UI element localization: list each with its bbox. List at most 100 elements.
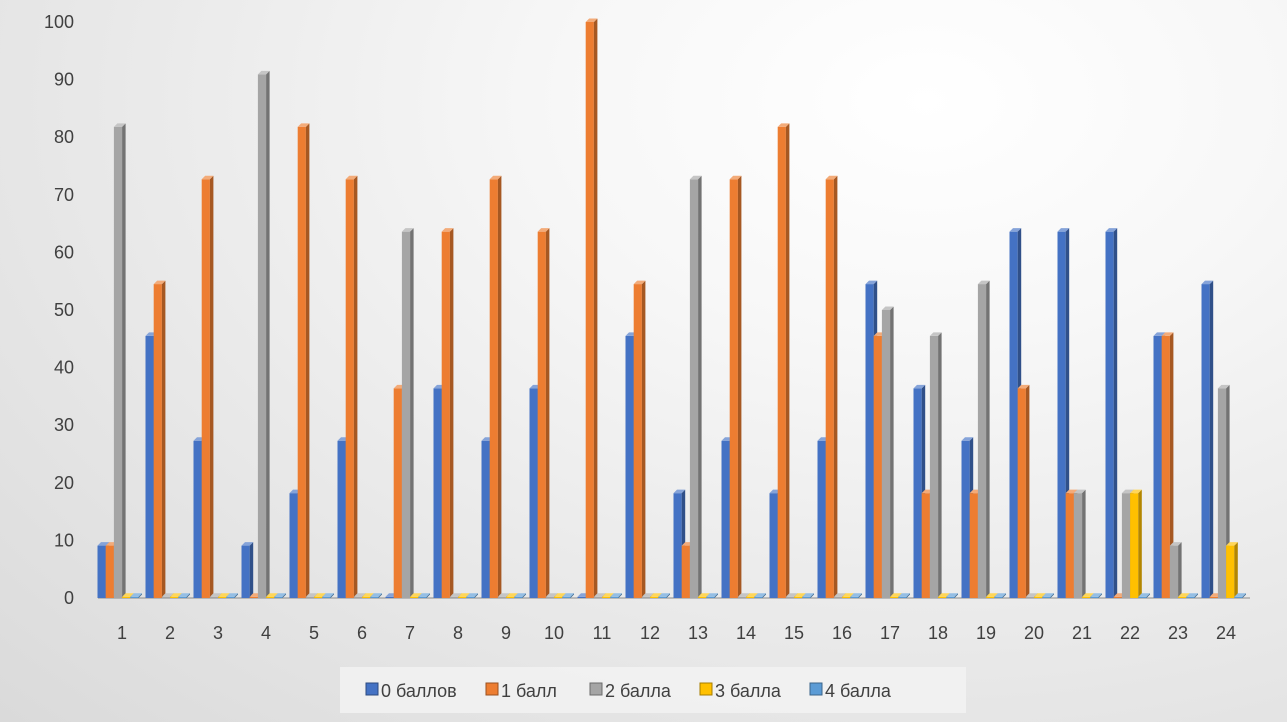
bar-front [1201, 284, 1210, 598]
bar [370, 593, 382, 598]
bar-front [658, 596, 667, 598]
bar-side [186, 593, 190, 598]
legend-item: 3 балла [699, 681, 782, 701]
bar-top [305, 593, 318, 597]
y-tick-label: 30 [54, 415, 74, 435]
bar [241, 542, 254, 598]
bar-top [1017, 384, 1030, 389]
bar-front [1138, 596, 1147, 598]
bar [706, 593, 718, 598]
bar-front [481, 440, 490, 598]
bar-front [625, 335, 634, 598]
bar-top [449, 593, 462, 597]
bar-top [890, 593, 902, 597]
bar [441, 228, 454, 598]
bar-front [833, 596, 843, 598]
legend-label: 3 балла [715, 681, 782, 701]
bar [345, 175, 358, 599]
bar-top [345, 175, 358, 180]
bar-front [266, 596, 275, 598]
bar-top [737, 593, 750, 597]
bar-front [577, 596, 586, 598]
bar-front [130, 596, 139, 598]
bar-front [1121, 493, 1131, 598]
bar [994, 593, 1006, 598]
bar-front [977, 284, 987, 598]
x-tick-label: 10 [544, 623, 564, 643]
bar-front [1009, 231, 1018, 598]
x-tick-label: 3 [213, 623, 223, 643]
x-tick-label: 13 [688, 623, 708, 643]
bar-front [1057, 231, 1066, 598]
bar-top [698, 593, 710, 597]
bar-side [378, 593, 382, 598]
bar [850, 593, 862, 598]
bar-front [249, 596, 258, 598]
bar-front [1217, 388, 1227, 598]
bar-top [754, 593, 766, 597]
legend: 0 баллов 1 балл 2 балла 3 балла 4 балла [340, 667, 966, 713]
bar-top [1042, 593, 1054, 597]
bar-side [938, 332, 942, 598]
x-tick-label: 14 [736, 623, 756, 643]
bar [633, 280, 646, 598]
legend-label: 0 баллов [381, 681, 457, 701]
bar-top [650, 593, 662, 597]
bar-top [554, 593, 566, 597]
bar-top [913, 384, 926, 389]
bar-front [913, 388, 922, 598]
bar-front [466, 596, 475, 598]
bar-side [1242, 593, 1246, 598]
bar-side [698, 175, 702, 599]
bar-front [1209, 596, 1218, 598]
x-tick-label: 16 [832, 623, 852, 643]
bar-front [681, 545, 690, 598]
bar-top [241, 542, 254, 546]
bar-front [458, 596, 467, 598]
bar-side [474, 593, 478, 598]
bar-front [785, 596, 795, 598]
bar-front [1034, 596, 1043, 598]
bar-top [418, 593, 430, 597]
bar-side [1209, 280, 1214, 598]
bar-front [650, 596, 659, 598]
bar-front [817, 440, 826, 598]
bar-top [610, 593, 622, 597]
bar-top [641, 593, 654, 597]
bar-top [825, 175, 838, 180]
bar-top [865, 280, 878, 285]
bar [1090, 593, 1102, 598]
bar-top [562, 593, 574, 597]
x-tick-label: 2 [165, 623, 175, 643]
bar-side [1146, 593, 1150, 598]
bar-top [537, 228, 550, 232]
bar-side [449, 228, 454, 598]
bars [97, 18, 1246, 599]
bar-side [666, 593, 670, 598]
bar-side [810, 593, 814, 598]
x-tick-label: 21 [1072, 623, 1092, 643]
bar-side [906, 593, 910, 598]
bar-front [881, 310, 891, 598]
bar [178, 593, 190, 598]
bar [401, 228, 414, 598]
x-tick-label: 5 [309, 623, 319, 643]
legend-label: 2 балла [605, 681, 672, 701]
bar-top [1138, 593, 1150, 597]
bar-front [1090, 596, 1099, 598]
bar-front [353, 596, 363, 598]
bar-front [433, 388, 442, 598]
x-tick-label: 11 [593, 623, 612, 643]
bar [153, 280, 166, 598]
bar-top [370, 593, 382, 597]
x-tick-label: 12 [640, 623, 660, 643]
bar-top [706, 593, 718, 597]
bar-front [994, 596, 1003, 598]
bar-front [449, 596, 459, 598]
bar-top [1034, 593, 1046, 597]
x-tick-label: 18 [928, 623, 948, 643]
bar-front [1105, 231, 1114, 598]
x-tick-label: 23 [1168, 623, 1188, 643]
bar-side [122, 123, 126, 598]
legend-item: 4 балла [809, 681, 892, 701]
